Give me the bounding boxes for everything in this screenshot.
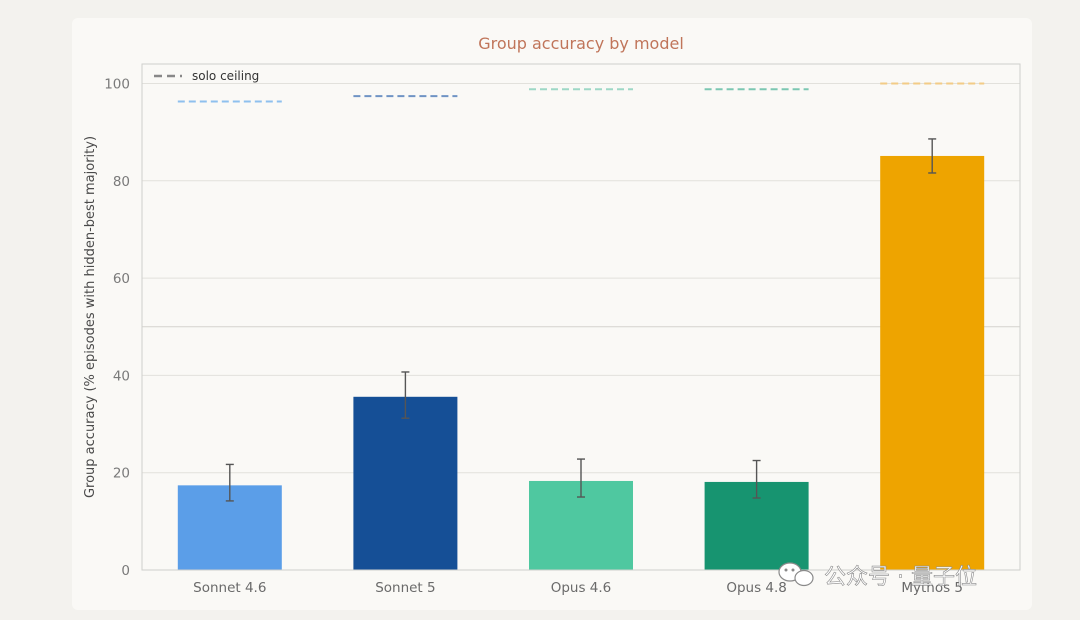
legend-label: solo ceiling [192, 69, 259, 83]
y-axis-label: Group accuracy (% episodes with hidden-b… [83, 136, 98, 498]
x-category-label: Opus 4.8 [726, 580, 787, 596]
y-tick-label: 20 [113, 466, 130, 482]
watermark: 公众号 · 量子位 [778, 562, 977, 590]
x-category-label: Opus 4.6 [551, 580, 612, 596]
chart-card: Group accuracy by model 0 20 40 60 80 100 Son… [72, 18, 1032, 610]
watermark-text: 公众号 · 量子位 [824, 565, 977, 590]
y-tick-label: 100 [104, 76, 130, 92]
y-tick-label: 80 [113, 174, 130, 190]
bar [353, 396, 458, 570]
group-accuracy-chart: Group accuracy by model 0 20 40 60 80 100 Son… [83, 34, 1021, 596]
x-category-label: Sonnet 5 [375, 580, 435, 596]
y-tick-label: 40 [113, 368, 130, 384]
plot-frame [141, 63, 1021, 571]
wechat-icon [778, 562, 814, 587]
bar [880, 155, 985, 571]
legend: solo ceiling [154, 69, 259, 83]
chart-title: Group accuracy by model [478, 34, 684, 53]
y-tick-label: 0 [121, 563, 130, 579]
x-category-label: Mythos 5 [901, 580, 963, 596]
x-category-label: Sonnet 4.6 [193, 580, 266, 596]
y-tick-label: 60 [113, 271, 130, 287]
